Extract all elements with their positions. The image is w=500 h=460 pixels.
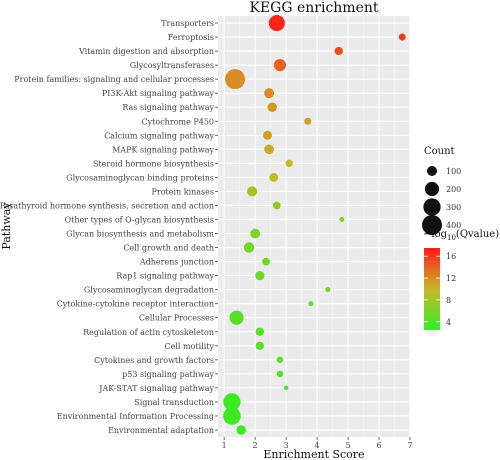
data-point — [276, 370, 284, 378]
y-tick-label: Other types of O-glycan biosynthesis — [65, 215, 214, 224]
y-tick-label: Regulation of actin cytoskeleton — [83, 328, 214, 337]
color-tick-label: 4 — [446, 318, 451, 327]
data-point — [334, 46, 343, 56]
color-legend: −log10(Qvalue) 4 8 12 16 — [423, 229, 499, 330]
data-point — [276, 356, 284, 363]
y-tick-label: Steroid hormone biosynthesis — [93, 159, 214, 168]
size-legend-label: 200 — [446, 185, 461, 194]
size-legend-marker — [423, 198, 441, 216]
y-tick-label: p53 signaling pathway — [122, 370, 214, 379]
y-tick-label: JAK-STAT signaling pathway — [98, 384, 214, 393]
size-legend-label: 300 — [446, 203, 461, 212]
data-point — [243, 242, 255, 253]
y-tick-label: Calcium signaling pathway — [104, 131, 214, 140]
y-tick-label: Cellular Processes — [139, 314, 214, 323]
size-legend-title: Count — [424, 146, 455, 157]
x-axis-title: Enrichment Score — [263, 448, 364, 460]
y-tick-label: Cytokine-cytokine receptor interaction — [57, 300, 214, 309]
y-tick-label: Protein families: signaling and cellular… — [14, 75, 214, 84]
data-point — [225, 69, 246, 90]
size-legend-marker — [422, 215, 442, 235]
data-point — [325, 287, 331, 293]
y-tick-label: Glycosaminoglycan binding proteins — [66, 173, 214, 182]
data-point — [273, 58, 287, 72]
y-tick-label: Vitamin digestion and absorption — [78, 47, 214, 56]
y-tick-label: Cell growth and death — [123, 244, 214, 253]
x-tick-label: 1 — [222, 441, 227, 450]
grid-lines — [218, 16, 411, 437]
data-point — [398, 33, 406, 41]
data-point — [247, 186, 258, 197]
size-legend-label: 400 — [446, 221, 461, 230]
y-tick-label: Ferroptosis — [168, 33, 214, 42]
color-bar — [424, 248, 440, 330]
y-axis-title: Pathway — [0, 202, 13, 250]
chart-title: KEGG enrichment — [249, 0, 378, 16]
y-tick-label: Parathyroid hormone synthesis, secretion… — [0, 201, 214, 210]
color-legend-title: −log10(Qvalue) — [423, 229, 499, 242]
data-point — [229, 310, 244, 325]
data-point — [255, 341, 264, 350]
y-tick-label: Cell motility — [164, 342, 214, 351]
y-tick-label: Protein kinases — [152, 187, 215, 196]
data-point — [267, 102, 277, 112]
data-point — [264, 144, 274, 155]
data-point — [255, 271, 265, 281]
data-point — [272, 201, 281, 210]
data-point — [304, 117, 312, 125]
data-point — [263, 130, 273, 140]
y-tick-label: Glycan biosynthesis and metabolism — [66, 230, 214, 239]
data-point — [262, 257, 270, 266]
y-tick-label: Environmental Information Processing — [57, 412, 214, 421]
y-tick-label: Environmental adaptation — [108, 426, 214, 435]
x-tick-label: 5 — [346, 441, 351, 450]
data-point — [308, 301, 314, 307]
y-tick-label: Cytochrome P450 — [142, 117, 214, 126]
color-tick-label: 12 — [446, 274, 456, 283]
data-point — [339, 216, 345, 222]
size-legend-marker — [424, 181, 440, 197]
data-point — [269, 172, 279, 182]
y-tick-label: PI3K-Akt signaling pathway — [102, 89, 215, 98]
size-legend-label: 100 — [446, 167, 461, 176]
x-tick-label: 7 — [407, 441, 412, 450]
x-tick-label: 3 — [284, 441, 289, 450]
size-legend-marker — [427, 166, 437, 176]
y-tick-label: Glycosyltransferases — [130, 61, 214, 70]
data-point — [223, 393, 241, 411]
y-tick-label: Cytokines and growth factors — [94, 356, 214, 365]
y-tick-label: Glycosaminoglycan degradation — [84, 286, 214, 295]
color-tick-label: 16 — [446, 252, 456, 261]
y-tick-label: MAPK signaling pathway — [112, 145, 214, 154]
color-tick-label: 8 — [446, 296, 451, 305]
data-point — [223, 407, 241, 425]
data-point — [285, 159, 293, 168]
size-legend: Count 100 200 300 400 — [422, 146, 461, 235]
data-points — [223, 14, 406, 435]
data-point — [250, 228, 261, 239]
data-point — [236, 425, 246, 435]
data-point — [264, 88, 275, 99]
x-axis-ticks: 1 2 3 4 5 6 7 — [222, 437, 413, 450]
x-tick-label: 2 — [253, 441, 258, 450]
y-tick-label: Transporters — [161, 19, 214, 28]
data-point — [255, 327, 264, 336]
y-tick-label: Signal transduction — [134, 398, 214, 407]
data-point — [283, 385, 289, 391]
y-axis-ticks: Transporters Ferroptosis Vitamin digestion… — [0, 19, 218, 435]
plot-panel — [218, 16, 410, 437]
x-tick-label: 4 — [315, 441, 320, 450]
data-point — [268, 14, 285, 32]
y-tick-label: Ras signaling pathway — [122, 103, 214, 112]
y-tick-label: Rap1 signaling pathway — [116, 272, 214, 281]
x-tick-label: 6 — [376, 441, 381, 450]
y-tick-label: Adherens junction — [139, 258, 214, 267]
